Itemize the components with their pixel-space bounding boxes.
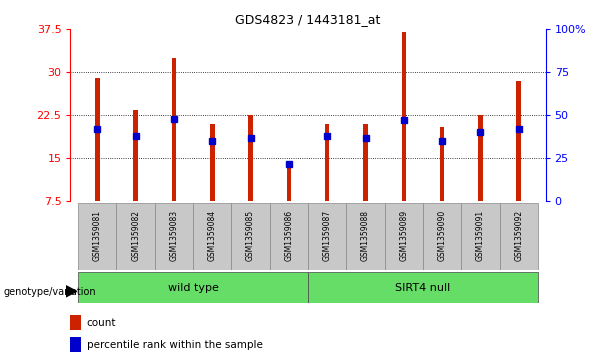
Text: GSM1359091: GSM1359091 [476, 210, 485, 261]
Text: wild type: wild type [168, 283, 218, 293]
Bar [440, 127, 444, 201]
Text: GSM1359086: GSM1359086 [284, 210, 294, 261]
Bar [134, 110, 138, 201]
Bar [500, 203, 538, 270]
Bar [517, 81, 521, 201]
Text: SIRT4 null: SIRT4 null [395, 283, 451, 293]
Text: GSM1359088: GSM1359088 [361, 210, 370, 261]
Bar [346, 203, 385, 270]
Bar [116, 203, 155, 270]
Bar [248, 115, 253, 201]
Bar [308, 272, 538, 303]
Text: GSM1359083: GSM1359083 [169, 210, 178, 261]
Bar [232, 203, 270, 270]
Bar [423, 203, 462, 270]
Bar [95, 78, 100, 201]
Text: count: count [86, 318, 116, 328]
Bar [402, 32, 406, 201]
Text: GSM1359090: GSM1359090 [438, 210, 447, 261]
Bar [478, 115, 483, 201]
Bar [78, 203, 116, 270]
Bar [364, 124, 368, 201]
Bar [270, 203, 308, 270]
Bar [78, 272, 308, 303]
Polygon shape [66, 286, 77, 297]
Bar [193, 203, 232, 270]
Text: GSM1359089: GSM1359089 [399, 210, 408, 261]
Text: percentile rank within the sample: percentile rank within the sample [86, 340, 262, 350]
Bar [325, 124, 330, 201]
Bar [462, 203, 500, 270]
Bar [287, 167, 291, 201]
Text: GSM1359087: GSM1359087 [322, 210, 332, 261]
Bar [70, 315, 81, 330]
Text: GSM1359084: GSM1359084 [208, 210, 217, 261]
Text: GSM1359085: GSM1359085 [246, 210, 255, 261]
Text: genotype/variation: genotype/variation [3, 287, 96, 297]
Bar [70, 337, 81, 352]
Bar [172, 58, 177, 201]
Bar [308, 203, 346, 270]
Bar [385, 203, 423, 270]
Bar [155, 203, 193, 270]
Text: GSM1359081: GSM1359081 [93, 210, 102, 261]
Text: GSM1359082: GSM1359082 [131, 210, 140, 261]
Bar [210, 124, 215, 201]
Text: GSM1359092: GSM1359092 [514, 210, 524, 261]
Title: GDS4823 / 1443181_at: GDS4823 / 1443181_at [235, 13, 381, 26]
